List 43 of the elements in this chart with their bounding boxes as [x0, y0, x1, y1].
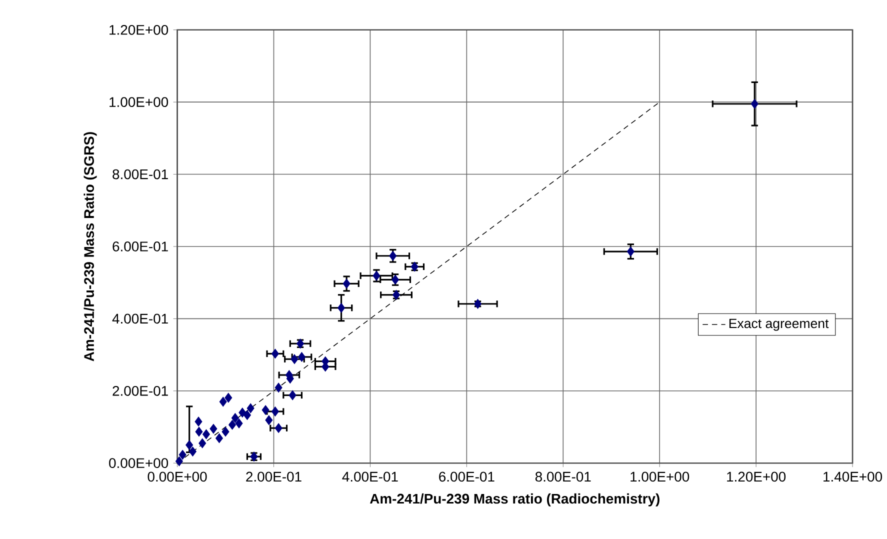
point [265, 415, 273, 426]
y-tick-label: 0.00E+00 [109, 458, 168, 468]
y-tick-label: 2.00E-01 [112, 386, 168, 396]
point [224, 392, 232, 403]
point [195, 426, 203, 437]
point [210, 424, 218, 434]
x-tick-label: 8.00E-01 [535, 472, 591, 482]
x-tick-label: 1.40E+00 [824, 472, 882, 482]
point [202, 429, 210, 440]
point [750, 99, 758, 109]
point [235, 418, 243, 428]
x-tick-label: 2.00E-01 [246, 472, 302, 482]
y-tick-label: 6.00E-01 [112, 242, 168, 252]
legend-label: Exact agreement [729, 318, 829, 331]
x-tick-label: 0.00E+00 [148, 472, 207, 482]
point [228, 420, 236, 430]
y-tick-label: 8.00E-01 [112, 169, 168, 180]
point [271, 348, 279, 359]
point [274, 382, 282, 393]
point [219, 396, 227, 407]
point [194, 416, 202, 427]
x-tick-label: 4.00E-01 [342, 472, 398, 482]
point [274, 423, 282, 434]
point [238, 408, 246, 418]
point [231, 413, 239, 423]
y-tick-label: 1.00E+00 [110, 97, 168, 108]
point [215, 433, 223, 444]
point [246, 403, 254, 414]
point [338, 303, 346, 313]
point [198, 438, 206, 448]
x-axis-title: Am-241/Pu-239 Mass ratio (Radiochemistry) [370, 494, 660, 507]
x-tick-label: 6.00E-01 [439, 472, 494, 482]
point [175, 456, 183, 466]
point [222, 426, 230, 437]
x-tick-label: 1.00E+00 [630, 472, 690, 482]
y-tick-label: 1.20E+00 [110, 25, 168, 35]
point [288, 390, 296, 400]
x-tick-label: 1.20E+00 [727, 472, 786, 482]
point [271, 406, 279, 416]
point [178, 450, 186, 460]
y-tick-label: 4.00E-01 [112, 314, 168, 324]
y-axis-title: Am-241/Pu-239 Mass Ratio (SGRS) [84, 132, 97, 362]
point [243, 410, 251, 420]
